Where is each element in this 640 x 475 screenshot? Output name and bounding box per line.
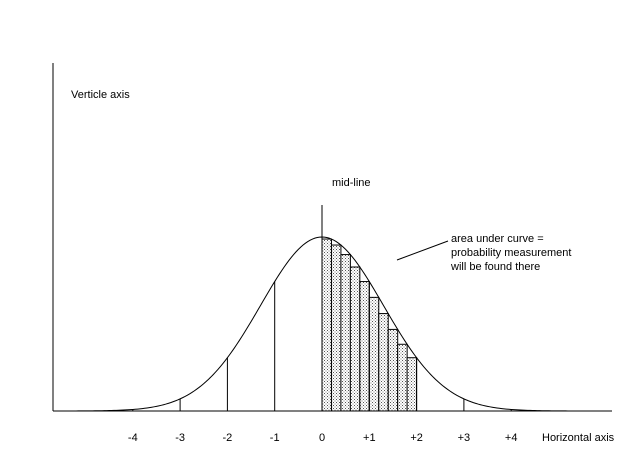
shaded-strip — [359, 281, 370, 412]
shaded-strip — [387, 328, 399, 412]
tick-label: -3 — [175, 432, 185, 444]
shaded-strip — [378, 313, 389, 412]
shaded-strip — [397, 343, 408, 412]
shaded-strip — [349, 266, 361, 412]
tick-lines — [132, 281, 512, 411]
tick-label: +2 — [410, 432, 423, 444]
shaded-strip — [340, 254, 351, 412]
annotation-line-2: probability measurement — [451, 247, 571, 259]
tick-label: +3 — [458, 432, 471, 444]
tick-label: +4 — [505, 432, 518, 444]
shaded-area-strips — [321, 238, 418, 412]
shaded-strip — [368, 296, 380, 412]
shaded-strip — [330, 244, 342, 412]
shaded-strip — [406, 357, 418, 412]
midline-label: mid-line — [332, 177, 371, 189]
tick-label: -4 — [128, 432, 138, 444]
horizontal-axis-label: Horizontal axis — [542, 432, 615, 444]
tick-labels: -4 -3 -2 -1 0 +1 +2 +3 +4 — [128, 432, 518, 444]
annotation-pointer — [396, 240, 449, 261]
tick-label: -1 — [270, 432, 280, 444]
tick-label: +1 — [363, 432, 376, 444]
annotation-line-3: will be found there — [450, 261, 540, 273]
vertical-axis-label: Verticle axis — [71, 89, 130, 101]
tick-label: -2 — [223, 432, 233, 444]
annotation-line-1: area under curve = — [451, 233, 544, 245]
shaded-strip — [321, 238, 332, 412]
tick-label: 0 — [319, 432, 325, 444]
